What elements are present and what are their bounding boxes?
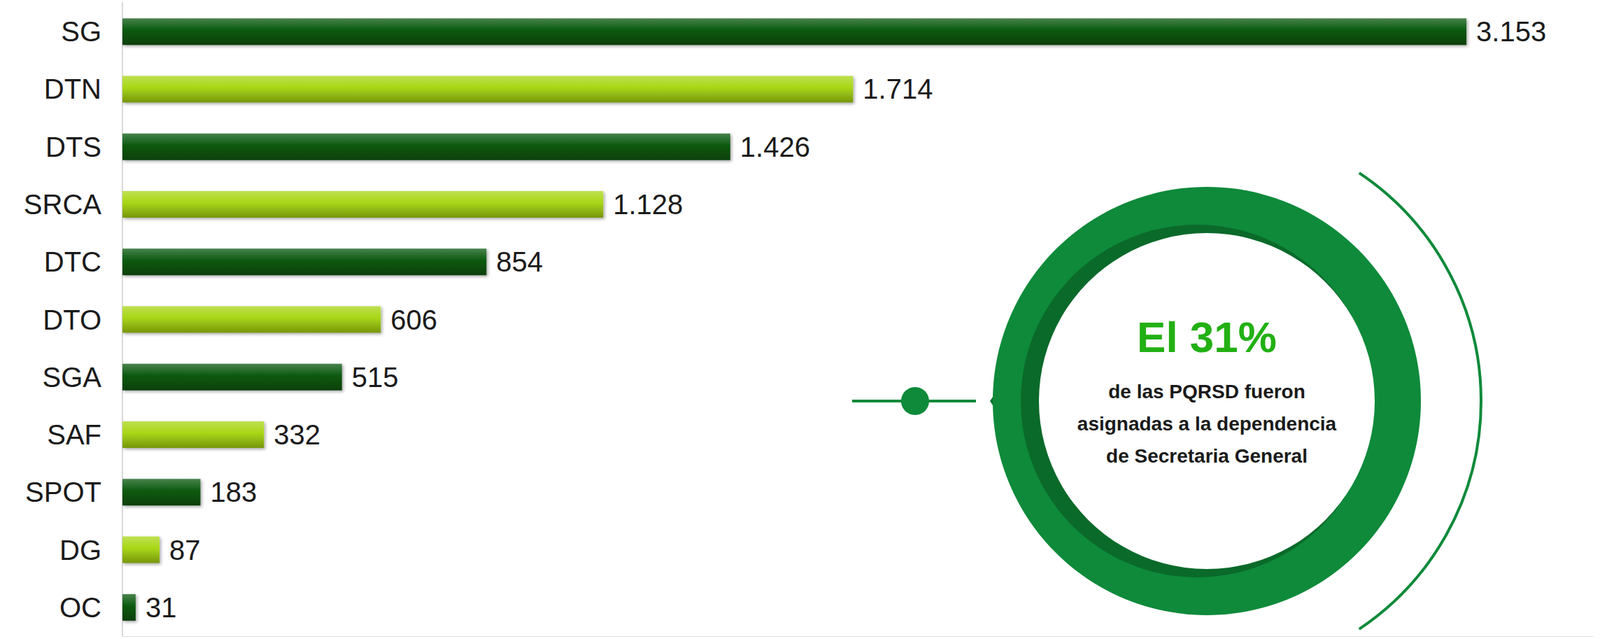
svg-text:SRCA: SRCA: [23, 188, 102, 220]
svg-text:SG: SG: [60, 16, 102, 47]
svg-text:de las PQRSD fueron: de las PQRSD fueron: [1108, 380, 1306, 403]
svg-text:DG: DG: [59, 534, 102, 566]
svg-text:DTC: DTC: [44, 246, 102, 278]
svg-text:1.128: 1.128: [612, 188, 683, 220]
svg-text:3.153: 3.153: [1476, 16, 1547, 47]
svg-text:854: 854: [496, 246, 543, 278]
svg-text:SPOT: SPOT: [25, 476, 102, 508]
svg-text:SAF: SAF: [46, 419, 102, 450]
svg-text:515: 515: [351, 361, 399, 393]
svg-text:183: 183: [209, 476, 257, 508]
svg-text:asignadas a la dependencia: asignadas a la dependencia: [1077, 412, 1337, 435]
svg-text:1.426: 1.426: [740, 131, 811, 163]
svg-text:OC: OC: [59, 591, 102, 623]
svg-text:606: 606: [390, 304, 438, 336]
svg-text:El 31%: El 31%: [1136, 312, 1277, 361]
svg-text:DTS: DTS: [45, 131, 102, 163]
svg-text:1.714: 1.714: [862, 73, 933, 105]
svg-text:332: 332: [273, 419, 321, 450]
svg-text:31: 31: [145, 591, 178, 623]
svg-text:DTN: DTN: [44, 73, 102, 105]
svg-text:de Secretaria General: de Secretaria General: [1106, 444, 1308, 467]
svg-text:87: 87: [169, 534, 201, 566]
svg-text:DTO: DTO: [42, 304, 102, 336]
svg-text:SGA: SGA: [42, 361, 103, 393]
